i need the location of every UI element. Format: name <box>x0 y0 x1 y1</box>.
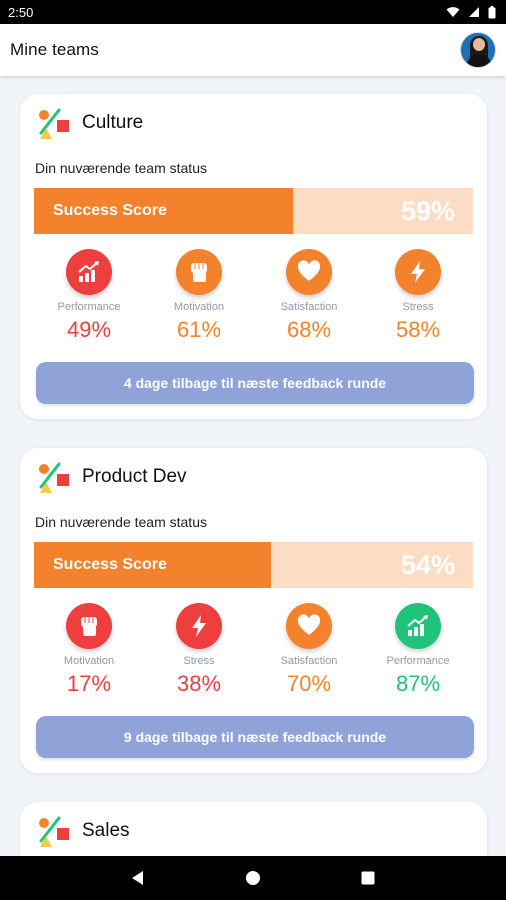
metric-performance: Performance 49% <box>34 249 144 343</box>
page-title: Mine teams <box>10 40 99 59</box>
status-time: 2:50 <box>8 4 34 20</box>
success-score-fill <box>34 188 293 234</box>
success-score-label: Success Score <box>53 556 167 573</box>
status-icons <box>446 5 496 19</box>
heart-icon <box>286 249 332 295</box>
team-status-label: Din nuværende team status <box>35 514 207 530</box>
heart-icon <box>286 603 332 649</box>
metric-label: Motivation <box>173 301 225 313</box>
success-score-fill <box>34 542 272 588</box>
success-score-value: 54% <box>400 550 455 580</box>
success-score-bar: Success Score 54% <box>34 542 473 588</box>
metric-label: Performance <box>57 301 121 313</box>
metric-label: Satisfaction <box>280 655 338 667</box>
battery-icon <box>488 5 496 18</box>
metric-value: 61% <box>176 317 222 342</box>
success-score-value: 59% <box>400 196 455 226</box>
metric-stress: Stress 38% <box>144 603 254 697</box>
metric-motivation: Motivation 61% <box>144 249 254 343</box>
metric-label: Satisfaction <box>280 301 338 313</box>
lightning-icon <box>176 603 222 649</box>
team-logo-icon <box>39 816 69 847</box>
lightning-icon <box>395 249 441 295</box>
team-card-sales[interactable]: Sales <box>20 802 487 856</box>
team-card-header: Culture <box>36 106 143 140</box>
chart-growth-icon <box>395 603 441 649</box>
team-name: Sales <box>82 820 130 841</box>
feedback-countdown-button[interactable]: 9 dage tilbage til næste feedback runde <box>36 716 474 758</box>
status-bar: 2:50 <box>0 0 506 24</box>
metric-satisfaction: Satisfaction 70% <box>254 603 364 697</box>
metric-satisfaction: Satisfaction 68% <box>254 249 364 343</box>
metric-performance: Performance 87% <box>363 603 473 697</box>
team-card-header: Sales <box>36 814 130 848</box>
team-logo-icon <box>39 462 69 493</box>
team-card-product-dev[interactable]: Product Dev Din nuværende team status Su… <box>20 448 487 773</box>
team-name: Culture <box>82 112 144 133</box>
team-card-culture[interactable]: Culture Din nuværende team status Succes… <box>20 94 487 419</box>
team-logo-icon <box>39 108 69 139</box>
team-metrics: Performance 49% Motivation 61% Satisfact… <box>34 249 473 349</box>
metric-value: 87% <box>395 671 441 696</box>
back-icon[interactable] <box>130 870 146 886</box>
fist-icon <box>176 249 222 295</box>
feedback-countdown-button[interactable]: 4 dage tilbage til næste feedback runde <box>36 362 474 404</box>
signal-icon <box>469 7 479 17</box>
metric-label: Performance <box>386 655 450 667</box>
metric-value: 70% <box>286 671 332 696</box>
fist-icon <box>66 603 112 649</box>
metric-value: 49% <box>66 317 112 342</box>
wifi-icon <box>446 7 460 17</box>
team-name: Product Dev <box>82 466 187 487</box>
team-metrics: Motivation 17% Stress 38% Satisfaction 7… <box>34 603 473 703</box>
metric-value: 68% <box>286 317 332 342</box>
metric-motivation: Motivation 17% <box>34 603 144 697</box>
recents-icon[interactable] <box>360 870 376 886</box>
metric-label: Stress <box>402 301 434 313</box>
success-score-bar: Success Score 59% <box>34 188 473 234</box>
team-card-header: Product Dev <box>36 460 187 494</box>
home-icon[interactable] <box>245 870 261 886</box>
metric-label: Motivation <box>63 655 115 667</box>
team-status-label: Din nuværende team status <box>35 160 207 176</box>
app-bar: Mine teams <box>0 24 506 76</box>
chart-growth-icon <box>66 249 112 295</box>
metric-stress: Stress 58% <box>363 249 473 343</box>
avatar[interactable] <box>460 32 496 68</box>
metric-value: 38% <box>176 671 222 696</box>
success-score-label: Success Score <box>53 202 167 219</box>
metric-label: Stress <box>183 655 215 667</box>
metric-value: 58% <box>395 317 441 342</box>
team-list[interactable]: Culture Din nuværende team status Succes… <box>0 76 506 856</box>
navigation-bar <box>0 856 506 900</box>
metric-value: 17% <box>66 671 112 696</box>
